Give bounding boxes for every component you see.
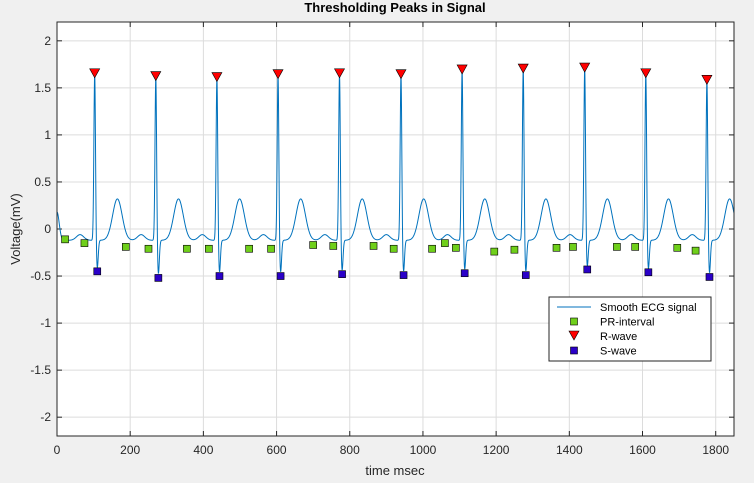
y-tick-label: 0.5 — [34, 175, 51, 189]
pr-interval-marker — [61, 235, 69, 244]
x-tick-label: 1000 — [410, 443, 437, 457]
r-wave-marker — [150, 71, 162, 82]
tick-labels: 0 200 400 600 800 1000 1200 1400 1600 1800 -2 -1.5 -… — [30, 34, 729, 457]
pr-interval-marker — [613, 243, 621, 251]
x-tick-label: 200 — [120, 443, 140, 457]
s-wave-marker — [460, 269, 469, 278]
legend-marker-swatch — [570, 317, 578, 326]
r-wave-marker — [456, 64, 468, 75]
s-wave-marker — [399, 271, 408, 279]
signal-series — [56, 68, 735, 274]
pr-interval-marker — [490, 247, 499, 256]
s-wave-marker — [521, 271, 530, 279]
x-tick-label: 1600 — [629, 443, 656, 457]
pr-interval-marker — [80, 239, 89, 247]
r-wave-marker — [272, 69, 284, 80]
pr-interval-marker — [329, 242, 338, 250]
x-tick-label: 600 — [267, 443, 287, 457]
r-wave-marker — [89, 68, 101, 79]
s-wave-marker — [215, 272, 224, 280]
r-wave-marker — [579, 62, 591, 73]
s-wave-marker — [705, 273, 714, 281]
r-wave-marker — [211, 72, 223, 83]
legend-items: Smooth ECG signal PR-interval R-wave S-wave — [557, 302, 697, 358]
pr-interval-marker — [183, 244, 191, 253]
legend-label: S-wave — [600, 346, 637, 358]
r-wave-marker — [517, 63, 529, 74]
pr-interval-marker — [673, 244, 682, 252]
s-wave-marker — [276, 272, 285, 280]
x-tick-label: 1400 — [556, 443, 583, 457]
y-tick-label: 1.5 — [34, 81, 51, 95]
r-wave-marker — [395, 69, 407, 80]
pr-interval-marker — [569, 243, 577, 251]
pr-interval-marker — [452, 244, 460, 252]
r-wave-marker — [640, 68, 652, 79]
marker-series — [61, 62, 714, 282]
x-axis-label: time msec — [365, 463, 425, 478]
ecg-signal-line — [56, 68, 735, 274]
legend-label: PR-interval — [600, 317, 654, 329]
y-tick-label: 0 — [44, 222, 51, 236]
pr-interval-marker — [691, 246, 700, 255]
axis-ticks — [56, 22, 734, 436]
pr-interval-marker — [631, 243, 639, 251]
legend-label: R-wave — [600, 331, 637, 343]
x-tick-label: 0 — [54, 443, 61, 457]
y-tick-label: 2 — [44, 34, 51, 48]
y-tick-label: -1 — [40, 316, 51, 330]
s-wave-marker — [644, 268, 653, 277]
grid-lines — [56, 22, 734, 436]
legend-label: Smooth ECG signal — [600, 302, 697, 314]
legend-marker-swatch — [568, 330, 580, 341]
r-wave-marker — [334, 68, 346, 79]
pr-interval-marker — [267, 244, 275, 253]
y-axis-label: Voltage(mV) — [8, 193, 23, 265]
pr-interval-marker — [441, 239, 449, 247]
legend-marker-swatch — [570, 346, 578, 355]
s-wave-marker — [154, 274, 163, 282]
pr-interval-marker — [144, 244, 153, 253]
x-tick-label: 1800 — [702, 443, 729, 457]
legend: Smooth ECG signal PR-interval R-wave S-wave — [548, 296, 712, 362]
y-tick-label: 1 — [44, 128, 51, 142]
pr-interval-marker — [552, 244, 561, 252]
y-tick-label: -2 — [40, 410, 51, 424]
x-tick-label: 800 — [340, 443, 360, 457]
plot-area — [56, 21, 735, 437]
pr-interval-marker — [369, 242, 378, 250]
s-wave-marker — [583, 265, 592, 274]
y-tick-label: -0.5 — [30, 269, 51, 283]
x-tick-label: 400 — [193, 443, 213, 457]
y-tick-label: -1.5 — [30, 363, 51, 377]
pr-interval-marker — [510, 245, 519, 254]
pr-interval-marker — [205, 244, 213, 253]
chart-title: Thresholding Peaks in Signal — [304, 0, 485, 15]
pr-interval-marker — [428, 244, 436, 253]
x-tick-label: 1200 — [483, 443, 510, 457]
pr-interval-marker — [121, 243, 130, 251]
s-wave-marker — [338, 270, 346, 278]
s-wave-marker — [93, 267, 102, 276]
pr-interval-marker — [245, 244, 253, 253]
axes-frame — [56, 21, 735, 437]
pr-interval-marker — [309, 241, 317, 249]
pr-interval-marker — [389, 244, 398, 253]
r-wave-marker — [701, 75, 713, 85]
